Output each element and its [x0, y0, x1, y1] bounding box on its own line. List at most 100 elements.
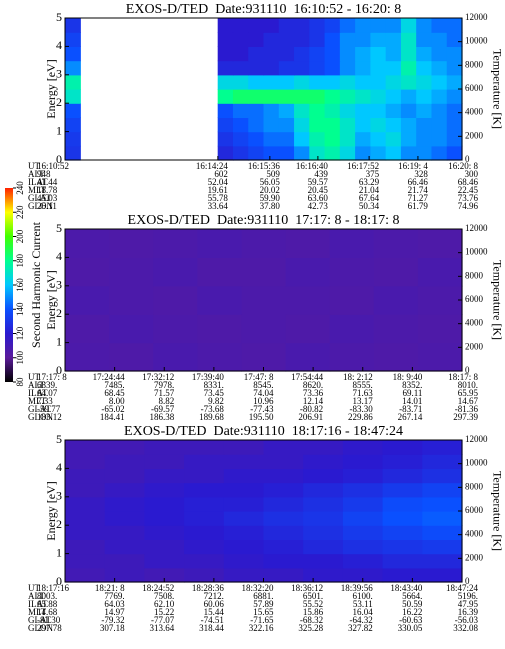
ephemeris-label: ILAT [28, 177, 48, 187]
ephemeris-value: 318.44 [199, 623, 224, 633]
ephemeris-label: ALT [28, 380, 45, 390]
heat-cell [342, 440, 384, 455]
heat-cell [217, 103, 234, 118]
heat-cell [382, 539, 423, 555]
ephemeris-value: -73.68 [201, 404, 225, 414]
heat-cell [263, 496, 304, 512]
ephemeris-value: 68.46 [458, 177, 479, 187]
heat-cell [65, 314, 110, 344]
heat-cell [263, 525, 304, 540]
heat-cell [65, 117, 81, 133]
ephemeris-value: 8555. [353, 380, 373, 390]
ephemeris-value: 6839. [37, 380, 57, 390]
heat-cell [342, 468, 384, 484]
ephemeris-value: 7508. [154, 591, 174, 601]
heat-cell [65, 89, 81, 104]
heat-cell [324, 89, 341, 104]
heat-cell [263, 60, 280, 76]
heat-cell [416, 46, 433, 62]
heat-cell [232, 117, 249, 133]
heat-cell [263, 511, 304, 526]
x-tick-label: 18: 2:12 [343, 372, 373, 382]
heat-cell [65, 539, 106, 555]
ephemeris-value: 439 [314, 169, 328, 179]
heat-cell [248, 32, 265, 47]
heat-cell [355, 89, 371, 104]
ephemeris-value: 15.44 [204, 607, 225, 617]
heat-cell [232, 18, 249, 33]
heat-cell [144, 468, 185, 484]
heat-cell [416, 32, 433, 47]
ephemeris-value: 9.82 [208, 396, 224, 406]
heat-cell [431, 18, 448, 33]
ephemeris-label: GLON [28, 623, 53, 633]
ephemeris-value: 15.65 [253, 607, 274, 617]
heat-cell [370, 131, 387, 147]
heat-cell [446, 18, 463, 33]
ephemeris-label: ILAT [28, 599, 48, 609]
y-tick-label: 3 [56, 67, 62, 81]
heat-cell [309, 145, 326, 161]
ephemeris-value: 325.28 [298, 623, 323, 633]
heat-cell [342, 496, 384, 512]
colorbar-tick-label: 120 [15, 326, 25, 340]
heat-cell [241, 257, 287, 287]
heat-cell [65, 74, 81, 90]
heat-cell [109, 314, 154, 344]
y2-tick-label: 10000 [465, 458, 488, 468]
heat-cell [373, 257, 419, 287]
heat-cell [416, 18, 433, 33]
ephemeris-value: 50.59 [402, 599, 423, 609]
heat-cell [446, 145, 463, 161]
heat-cell [65, 454, 106, 469]
heat-cell [241, 285, 287, 315]
colorbar-tick-label: 100 [15, 351, 25, 365]
ephemeris-value: 62.10 [154, 599, 175, 609]
ephemeris-label: UT [28, 161, 40, 171]
y2-tick-label: 6000 [465, 83, 484, 93]
ephemeris-value: 313.64 [150, 623, 175, 633]
ephemeris-value: 71.57 [154, 388, 175, 398]
heat-cell [65, 511, 106, 526]
y-tick-label: 0 [56, 574, 62, 588]
panel-title: EXOS-D/TED Date:931110 17:17: 8 - 18:17:… [128, 213, 400, 228]
heat-cell [309, 117, 326, 133]
y-tick-label: 4 [56, 249, 62, 263]
y-tick-label: 2 [56, 517, 62, 531]
heat-cell [294, 18, 310, 33]
ephemeris-value: 300 [465, 169, 479, 179]
heat-cell [223, 454, 265, 469]
heat-cell [370, 74, 387, 90]
heat-cell [263, 440, 304, 455]
heat-cell [303, 567, 344, 583]
x-tick-label: 18:47:24 [446, 583, 479, 593]
heat-cell [417, 342, 463, 372]
y-tick-label: 2 [56, 95, 62, 109]
ephemeris-value: -65.02 [101, 404, 124, 414]
heat-cell [65, 342, 110, 372]
heat-cell [285, 285, 331, 315]
ephemeris-label: ALT [28, 169, 45, 179]
ephemeris-value: 8352. [402, 380, 422, 390]
heat-cell [431, 117, 448, 133]
heat-cell [446, 46, 463, 62]
heat-cell [144, 482, 185, 498]
heat-cell [370, 145, 387, 161]
ephemeris-value: 64.07 [37, 388, 58, 398]
heat-cell [373, 342, 419, 372]
heat-cell [153, 229, 198, 258]
heat-cell [342, 454, 384, 469]
heat-cell [263, 32, 280, 47]
ephemeris-value: 61.79 [408, 201, 429, 211]
heat-cell [144, 440, 185, 455]
heat-cell [400, 32, 417, 47]
heat-cell [263, 46, 280, 62]
heat-cell [370, 46, 387, 62]
ephemeris-value: 55.52 [303, 599, 323, 609]
heat-cell [65, 482, 106, 498]
heat-cell [446, 89, 463, 104]
heat-cell [263, 89, 280, 104]
heat-cell [278, 89, 295, 104]
ephemeris-value: -83.71 [399, 404, 422, 414]
ephemeris-value: 7485. [104, 380, 124, 390]
